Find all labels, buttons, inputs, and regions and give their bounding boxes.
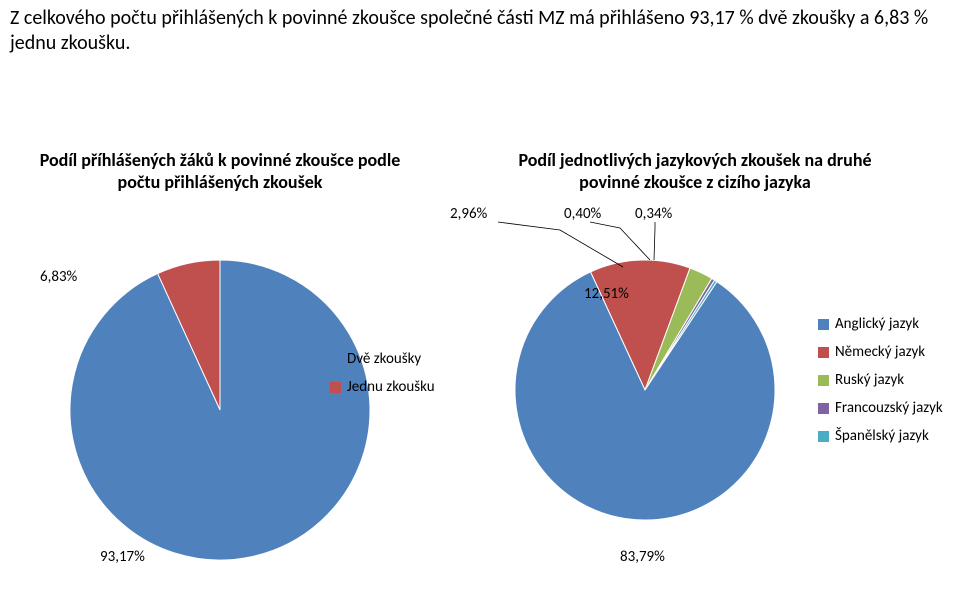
intro-paragraph: Z celkového počtu přihlášených k povinné… bbox=[10, 6, 930, 56]
pie-left-svg bbox=[10, 250, 430, 570]
legend-swatch bbox=[330, 382, 341, 393]
pie-left bbox=[10, 250, 430, 570]
leader-label: 6,83% bbox=[40, 268, 77, 286]
leader-label: 83,79% bbox=[620, 548, 665, 566]
legend-item: Ruský jazyk bbox=[818, 371, 943, 389]
pie-right bbox=[475, 250, 815, 570]
legend-swatch bbox=[818, 347, 829, 358]
legend-item: Francouzský jazyk bbox=[818, 399, 943, 417]
legend-item: Španělský jazyk bbox=[818, 427, 943, 445]
legend-label: Španělský jazyk bbox=[835, 427, 929, 445]
leader-label: 2,96% bbox=[450, 205, 487, 223]
legend-label: Francouzský jazyk bbox=[835, 399, 943, 417]
legend-label: Německý jazyk bbox=[835, 343, 925, 361]
chart-area: Podíl příhlášených žáků k povinné zkoušc… bbox=[0, 150, 960, 580]
legend-swatch bbox=[818, 375, 829, 386]
legend-swatch bbox=[330, 354, 341, 365]
legend-right: Anglický jazyk Německý jazyk Ruský jazyk Fr… bbox=[818, 315, 943, 455]
legend-label: Dvě zkoušky bbox=[347, 350, 421, 368]
leader-label: 0,40% bbox=[564, 205, 601, 223]
legend-item: Dvě zkoušky bbox=[330, 350, 435, 368]
legend-swatch bbox=[818, 403, 829, 414]
legend-item: Anglický jazyk bbox=[818, 315, 943, 333]
legend-swatch bbox=[818, 319, 829, 330]
legend-label: Jednu zkoušku bbox=[347, 378, 435, 396]
leader-label: 12,51% bbox=[584, 285, 629, 303]
chart-title-right: Podíl jednotlivých jazykových zkoušek na… bbox=[505, 150, 885, 193]
legend-label: Anglický jazyk bbox=[835, 315, 919, 333]
page-root: Z celkového počtu přihlášených k povinné… bbox=[0, 0, 960, 606]
legend-item: Jednu zkoušku bbox=[330, 378, 435, 396]
pie-right-svg bbox=[475, 250, 815, 570]
legend-item: Německý jazyk bbox=[818, 343, 943, 361]
pie-slice bbox=[70, 260, 370, 560]
legend-left: Dvě zkoušky Jednu zkoušku bbox=[330, 350, 435, 406]
legend-swatch bbox=[818, 431, 829, 442]
leader-label: 93,17% bbox=[100, 548, 145, 566]
leader-label: 0,34% bbox=[635, 205, 672, 223]
chart-title-left: Podíl příhlášených žáků k povinné zkoušc… bbox=[30, 150, 410, 193]
legend-label: Ruský jazyk bbox=[835, 371, 904, 389]
